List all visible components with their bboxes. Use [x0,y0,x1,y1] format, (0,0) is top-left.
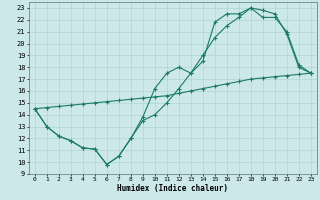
X-axis label: Humidex (Indice chaleur): Humidex (Indice chaleur) [117,184,228,193]
